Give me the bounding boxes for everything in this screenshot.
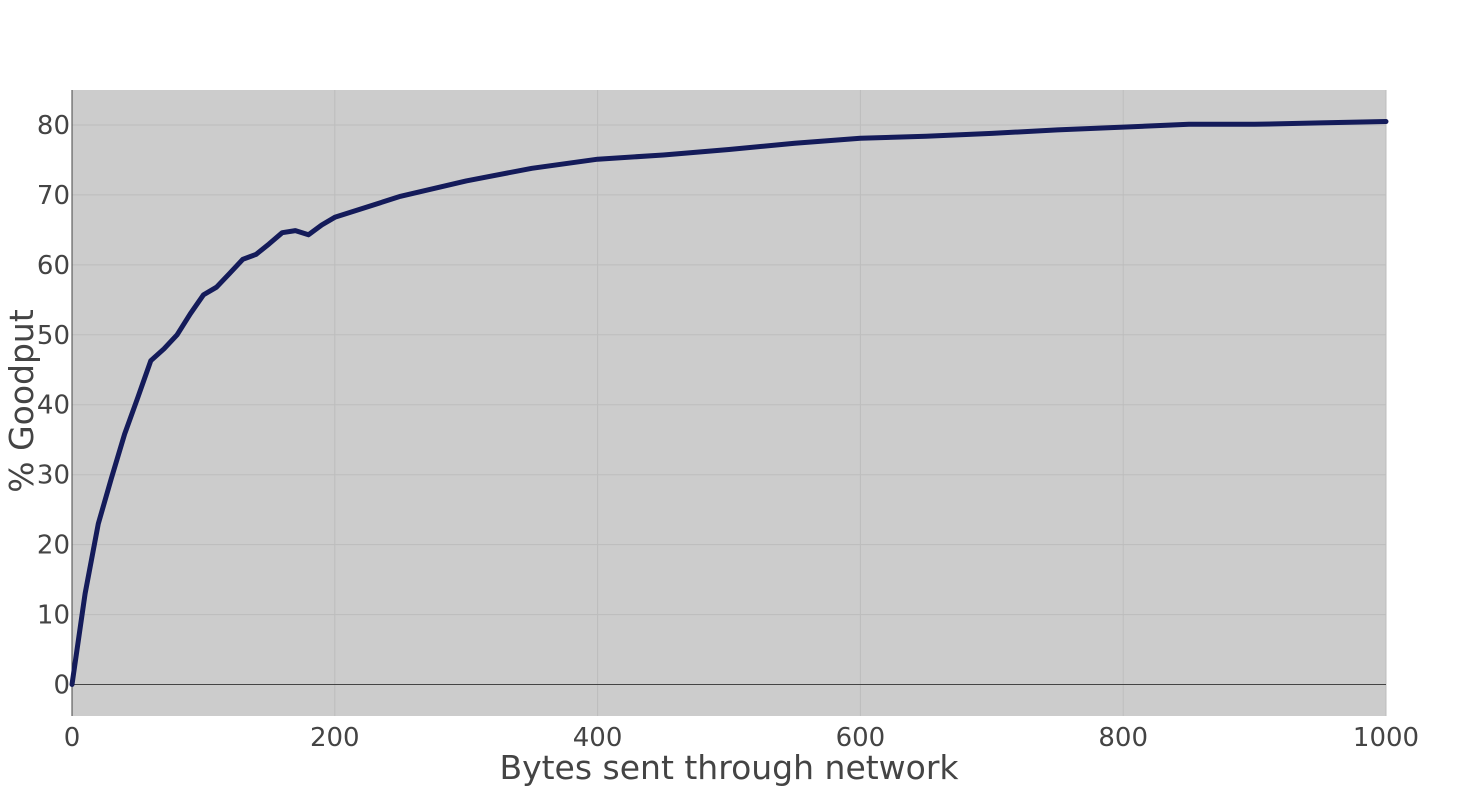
y-tick-label: 50: [37, 321, 70, 351]
x-tick-label: 800: [1098, 723, 1148, 753]
x-tick-label: 0: [64, 723, 81, 753]
y-tick-label: 60: [37, 251, 70, 281]
y-tick-label: 10: [37, 601, 70, 631]
x-tick-labels: 0 200 400 600 800 1000: [64, 723, 1419, 753]
y-tick-label: 70: [37, 181, 70, 211]
y-tick-labels: 0 10 20 30 40 50 60 70 80: [37, 111, 70, 701]
series-line: [69, 119, 1389, 687]
plot-background: [72, 90, 1386, 716]
y-axis-title: % Goodput: [2, 309, 41, 493]
y-tick-label: 30: [37, 461, 70, 491]
x-tick-label: 600: [836, 723, 886, 753]
y-tick-label: 0: [53, 671, 70, 701]
y-tick-label: 20: [37, 531, 70, 561]
y-tick-label: 40: [37, 391, 70, 421]
y-tick-label: 80: [37, 111, 70, 141]
x-tick-label: 1000: [1353, 723, 1419, 753]
x-tick-label: 200: [310, 723, 360, 753]
x-axis-title: Bytes sent through network: [499, 748, 959, 787]
x-tick-label: 400: [573, 723, 623, 753]
